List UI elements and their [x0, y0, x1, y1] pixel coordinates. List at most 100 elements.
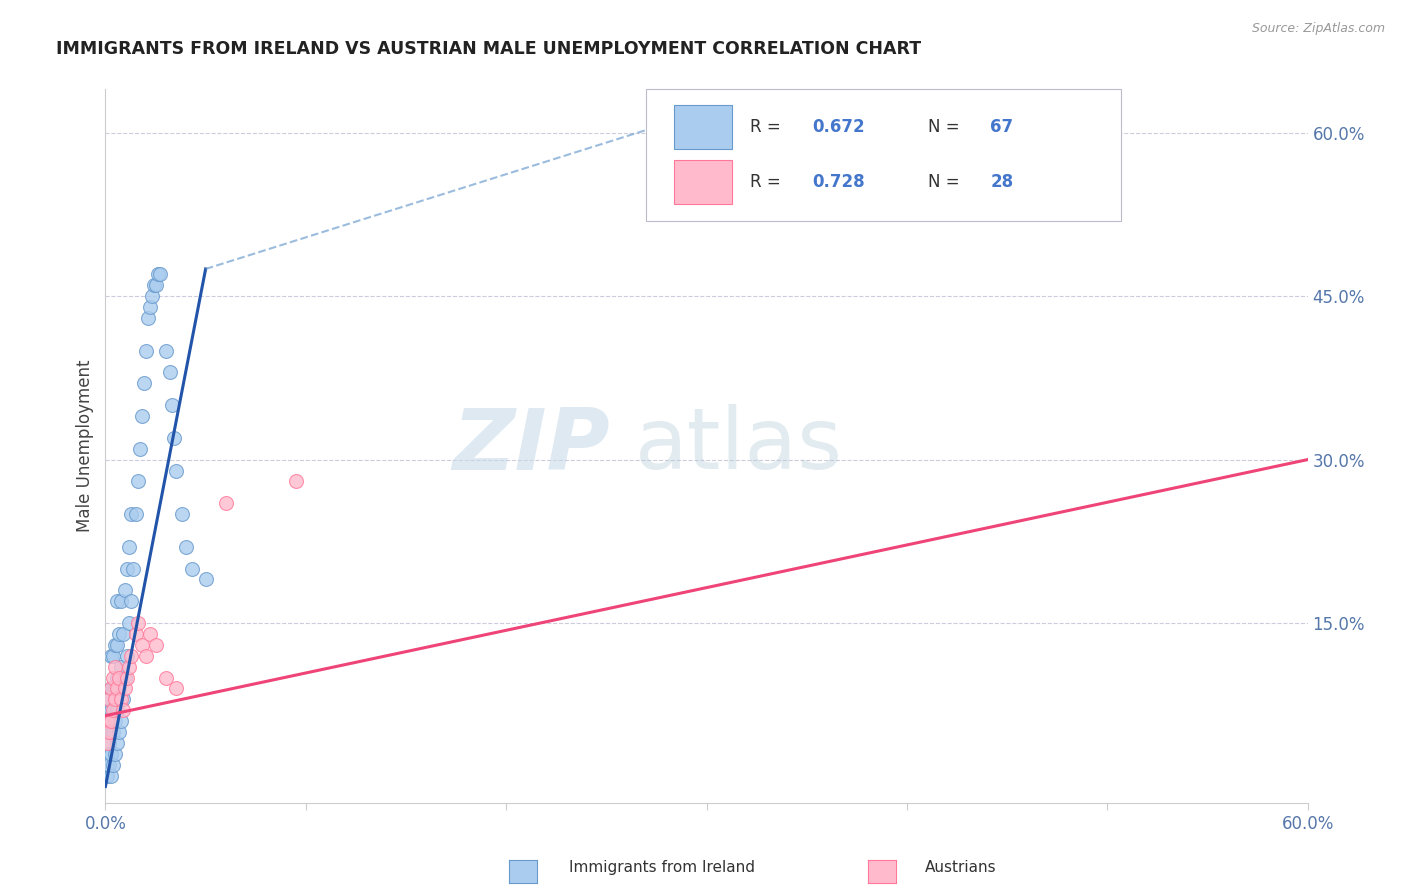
Point: [160, 398, 183, 412]
Point: [98, 692, 121, 706]
Point: [104, 747, 127, 761]
Point: [155, 343, 177, 358]
Text: Austrians: Austrians: [925, 860, 997, 874]
Point: [103, 648, 125, 663]
Point: [117, 648, 139, 663]
Point: [110, 692, 132, 706]
Point: [100, 648, 122, 663]
FancyBboxPatch shape: [647, 89, 1121, 221]
Point: [121, 507, 143, 521]
Point: [194, 573, 217, 587]
Point: [112, 692, 135, 706]
Point: [96, 703, 118, 717]
Point: [104, 681, 127, 696]
Text: 67: 67: [990, 118, 1014, 136]
Point: [100, 703, 122, 717]
Point: [100, 747, 122, 761]
Point: [165, 681, 187, 696]
Point: [100, 725, 122, 739]
Point: [96, 768, 118, 782]
Point: [138, 627, 160, 641]
Text: IMMIGRANTS FROM IRELAND VS AUSTRIAN MALE UNEMPLOYMENT CORRELATION CHART: IMMIGRANTS FROM IRELAND VS AUSTRIAN MALE…: [56, 40, 921, 58]
Point: [107, 671, 129, 685]
Text: 28: 28: [990, 173, 1014, 191]
Point: [170, 507, 193, 521]
Point: [96, 714, 118, 728]
Text: N =: N =: [928, 173, 965, 191]
Point: [146, 268, 169, 282]
Point: [141, 289, 163, 303]
Text: N =: N =: [928, 118, 965, 136]
Point: [142, 278, 165, 293]
Point: [104, 692, 127, 706]
Point: [127, 475, 149, 489]
Point: [96, 725, 118, 739]
Point: [103, 757, 125, 772]
Point: [112, 703, 135, 717]
Point: [114, 681, 136, 696]
Point: [117, 671, 139, 685]
Point: [121, 648, 143, 663]
Point: [121, 594, 143, 608]
Point: [108, 627, 131, 641]
Point: [104, 659, 127, 673]
Point: [124, 627, 146, 641]
Point: [124, 507, 146, 521]
Y-axis label: Male Unemployment: Male Unemployment: [76, 359, 94, 533]
Point: [155, 671, 177, 685]
Point: [107, 638, 129, 652]
Point: [131, 638, 153, 652]
Point: [162, 431, 184, 445]
Point: [214, 496, 236, 510]
Point: [135, 343, 157, 358]
Point: [165, 463, 187, 477]
Point: [118, 615, 141, 630]
Point: [100, 714, 122, 728]
Point: [103, 681, 125, 696]
Point: [145, 638, 167, 652]
Point: [135, 648, 157, 663]
Point: [136, 310, 159, 325]
Text: R =: R =: [749, 118, 786, 136]
Point: [108, 681, 131, 696]
Point: [100, 681, 122, 696]
Text: R =: R =: [749, 173, 786, 191]
Point: [110, 714, 132, 728]
Point: [114, 671, 136, 685]
Point: [132, 376, 155, 391]
Point: [118, 659, 141, 673]
Point: [98, 692, 121, 706]
Point: [122, 561, 145, 575]
Point: [145, 278, 167, 293]
Text: ZIP: ZIP: [453, 404, 610, 488]
Point: [98, 757, 121, 772]
Point: [96, 757, 118, 772]
FancyBboxPatch shape: [673, 160, 731, 204]
Text: Immigrants from Ireland: Immigrants from Ireland: [569, 860, 755, 874]
Point: [108, 671, 131, 685]
Point: [100, 681, 122, 696]
Point: [127, 615, 149, 630]
Point: [104, 714, 127, 728]
Point: [103, 725, 125, 739]
Point: [103, 703, 125, 717]
Point: [103, 671, 125, 685]
Point: [138, 300, 160, 314]
Point: [100, 768, 122, 782]
Text: 0.728: 0.728: [813, 173, 865, 191]
Point: [174, 540, 197, 554]
Point: [131, 409, 153, 423]
Point: [180, 561, 202, 575]
Point: [98, 714, 121, 728]
Text: atlas: atlas: [634, 404, 842, 488]
Point: [98, 736, 121, 750]
Point: [117, 561, 139, 575]
Point: [110, 594, 132, 608]
Point: [104, 638, 127, 652]
Point: [107, 594, 129, 608]
Point: [107, 681, 129, 696]
Point: [128, 442, 150, 456]
Point: [96, 736, 118, 750]
Point: [107, 703, 129, 717]
Point: [96, 747, 118, 761]
